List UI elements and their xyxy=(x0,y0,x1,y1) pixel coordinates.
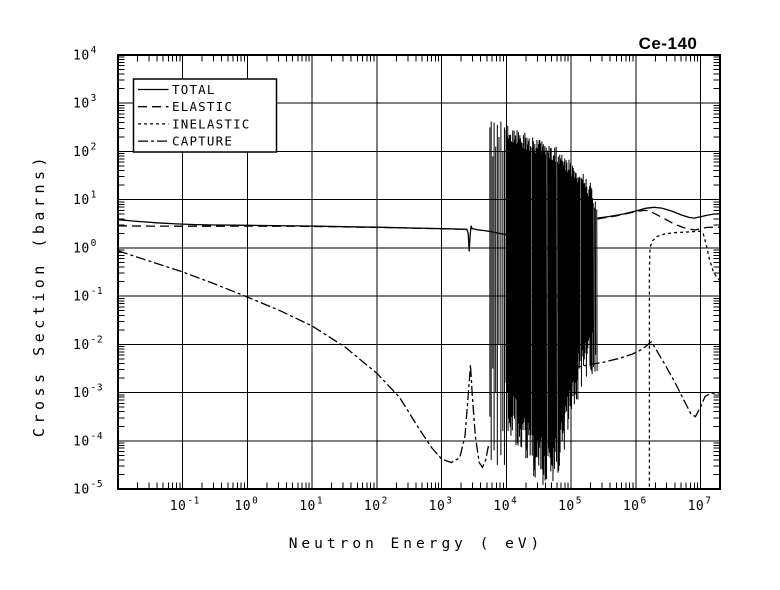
curve-elastic-seg1 xyxy=(597,209,720,231)
dense-resonance-band xyxy=(506,125,532,459)
x-tick-label-1e0: 100 xyxy=(234,496,258,515)
y-tick-label-1e-1: 10-1 xyxy=(73,286,103,305)
x-tick-label-1e1: 101 xyxy=(299,496,323,515)
y-tick-label-1e2: 102 xyxy=(73,141,97,160)
curve-elastic-seg0 xyxy=(117,225,467,231)
legend-label-total: TOTAL xyxy=(172,82,216,97)
curves xyxy=(117,206,721,487)
legend-label-elastic: ELASTIC xyxy=(172,99,233,114)
x-axis-label: Neutron Energy ( eV) xyxy=(289,536,544,552)
dense-resonance-band xyxy=(580,173,595,387)
x-tick-label-1e3: 103 xyxy=(429,496,453,515)
resonance-spikes xyxy=(489,121,598,485)
x-tick-label-1e2: 102 xyxy=(364,496,388,515)
dense-resonance-band xyxy=(531,137,548,485)
y-tick-label-1e-5: 10-5 xyxy=(73,479,103,498)
x-tick-label-1e6: 106 xyxy=(623,496,647,515)
dense-resonance-band xyxy=(547,145,558,482)
y-tick-label-1e-4: 10-4 xyxy=(73,431,103,450)
y-tick-label-1e3: 103 xyxy=(73,93,97,112)
y-tick-label-1e0: 100 xyxy=(73,238,97,257)
x-tick-label-1e4: 104 xyxy=(493,496,517,515)
x-tick-label-1e-1: 10-1 xyxy=(170,496,200,515)
plot-border xyxy=(117,54,721,490)
x-tick-label-1e5: 105 xyxy=(558,496,582,515)
x-tick-label-1e7: 107 xyxy=(688,496,712,515)
y-tick-label-1e-3: 10-3 xyxy=(73,383,103,402)
y-axis-label: Cross Section (barns) xyxy=(30,153,48,437)
y-tick-label-1e4: 104 xyxy=(73,45,97,64)
y-tick-label-1e1: 101 xyxy=(73,190,97,209)
tick-labels: 10-1 100 101 102 103 104 105 106 107 104 103 102 101… xyxy=(73,45,711,514)
legend: TOTAL ELASTIC INELASTIC CAPTURE xyxy=(132,78,278,153)
curve-capture-seg0 xyxy=(117,250,490,469)
legend-box xyxy=(132,78,278,153)
chart-title: Ce-140 xyxy=(639,34,698,53)
minor-ticks xyxy=(118,55,720,489)
curve-inelastic-seg0 xyxy=(648,230,721,487)
dense-resonance-band xyxy=(557,154,581,473)
dense-resonance-band xyxy=(594,201,597,372)
curve-capture-seg1 xyxy=(570,340,721,418)
legend-label-inelastic: INELASTIC xyxy=(172,116,251,131)
y-tick-label-1e-2: 10-2 xyxy=(73,334,103,353)
legend-label-capture: CAPTURE xyxy=(172,134,233,149)
